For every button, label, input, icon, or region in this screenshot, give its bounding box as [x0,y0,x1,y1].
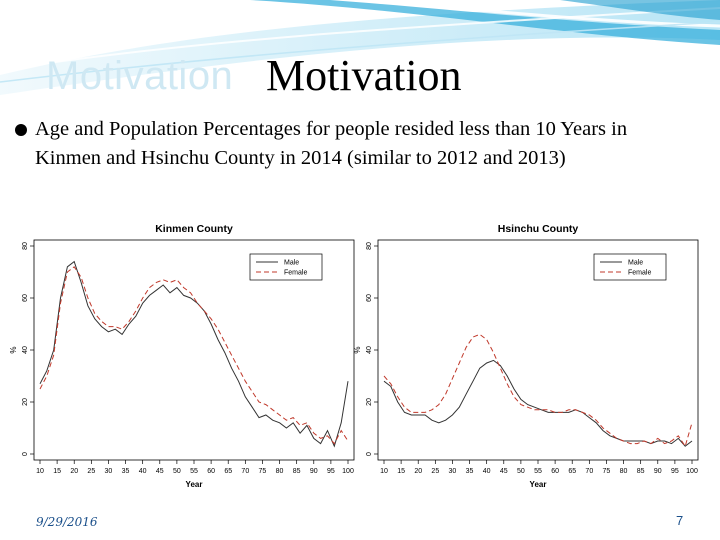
x-tick-label: 15 [53,468,61,475]
x-tick-label: 65 [224,468,232,475]
legend-label-male: Male [284,260,299,267]
x-tick-label: 90 [654,468,662,475]
x-tick-label: 80 [276,468,284,475]
title-shadow-text: Motivation [46,54,234,98]
x-tick-label: 35 [122,468,130,475]
x-tick-label: 30 [105,468,113,475]
page-number: 7 [676,513,684,528]
x-tick-label: 35 [466,468,474,475]
x-tick-label: 10 [36,468,44,475]
slide-title: Motivation [266,51,462,100]
x-tick-label: 55 [190,468,198,475]
x-tick-label: 30 [449,468,457,475]
x-tick-label: 40 [483,468,491,475]
x-tick-label: 95 [671,468,679,475]
x-tick-label: 70 [241,468,249,475]
legend-label-male: Male [628,260,643,267]
series-line-female [39,266,349,445]
y-tick-label: 60 [366,294,373,302]
chart-title: Hsinchu County [498,223,579,235]
x-tick-label: 45 [500,468,508,475]
series-line-male [39,260,349,448]
y-tick-label: 20 [22,398,29,406]
y-axis-label: % [9,346,18,353]
y-tick-label: 20 [366,398,373,406]
x-tick-label: 80 [620,468,628,475]
chart-hsinchu: Hsinchu County 0 20 40 60 80 10 15 20 25 30 35 40 45 5… [353,223,699,489]
y-tick-label: 40 [366,346,373,354]
legend-label-female: Female [284,270,307,277]
x-tick-label: 65 [568,468,576,475]
header-swoosh-decoration [0,0,720,95]
x-axis-label: Year [530,480,547,489]
x-tick-label: 90 [310,468,318,475]
chart-kinmen: Kinmen County 0 20 40 60 80 10 15 20 25 30 35 40 45 50… [9,223,355,489]
bullet-point-icon [15,124,27,136]
legend-label-female: Female [628,270,651,277]
x-axis-label: Year [186,480,203,489]
x-tick-label: 85 [293,468,301,475]
y-tick-label: 60 [22,294,29,302]
legend-box [593,253,667,281]
x-tick-label: 55 [534,468,542,475]
y-tick-label: 0 [366,452,373,456]
x-tick-label: 45 [156,468,164,475]
y-tick-label: 80 [366,242,373,250]
x-tick-label: 85 [637,468,645,475]
series-line-male [383,359,693,447]
bullet-text: Age and Population Percentages for peopl… [35,118,628,169]
y-tick-label: 40 [22,346,29,354]
chart-title: Kinmen County [155,223,233,235]
x-tick-label: 20 [414,468,422,475]
x-tick-label: 25 [87,468,95,475]
x-tick-label: 40 [139,468,147,475]
x-tick-label: 50 [173,468,181,475]
y-tick-label: 80 [22,242,29,250]
x-tick-label: 20 [70,468,78,475]
y-axis-label: % [353,346,362,353]
x-tick-label: 60 [551,468,559,475]
x-tick-label: 95 [327,468,335,475]
x-tick-label: 25 [431,468,439,475]
x-tick-label: 100 [686,468,698,475]
y-tick-label: 0 [22,452,29,456]
x-tick-label: 75 [259,468,267,475]
x-tick-label: 70 [585,468,593,475]
x-tick-label: 60 [207,468,215,475]
x-tick-label: 100 [342,468,354,475]
x-tick-label: 75 [603,468,611,475]
legend-box [249,253,323,281]
x-tick-label: 50 [517,468,525,475]
series-line-female [383,333,693,448]
x-tick-label: 10 [380,468,388,475]
footer-date: 9/29/2016 [36,515,98,529]
x-tick-label: 15 [397,468,405,475]
